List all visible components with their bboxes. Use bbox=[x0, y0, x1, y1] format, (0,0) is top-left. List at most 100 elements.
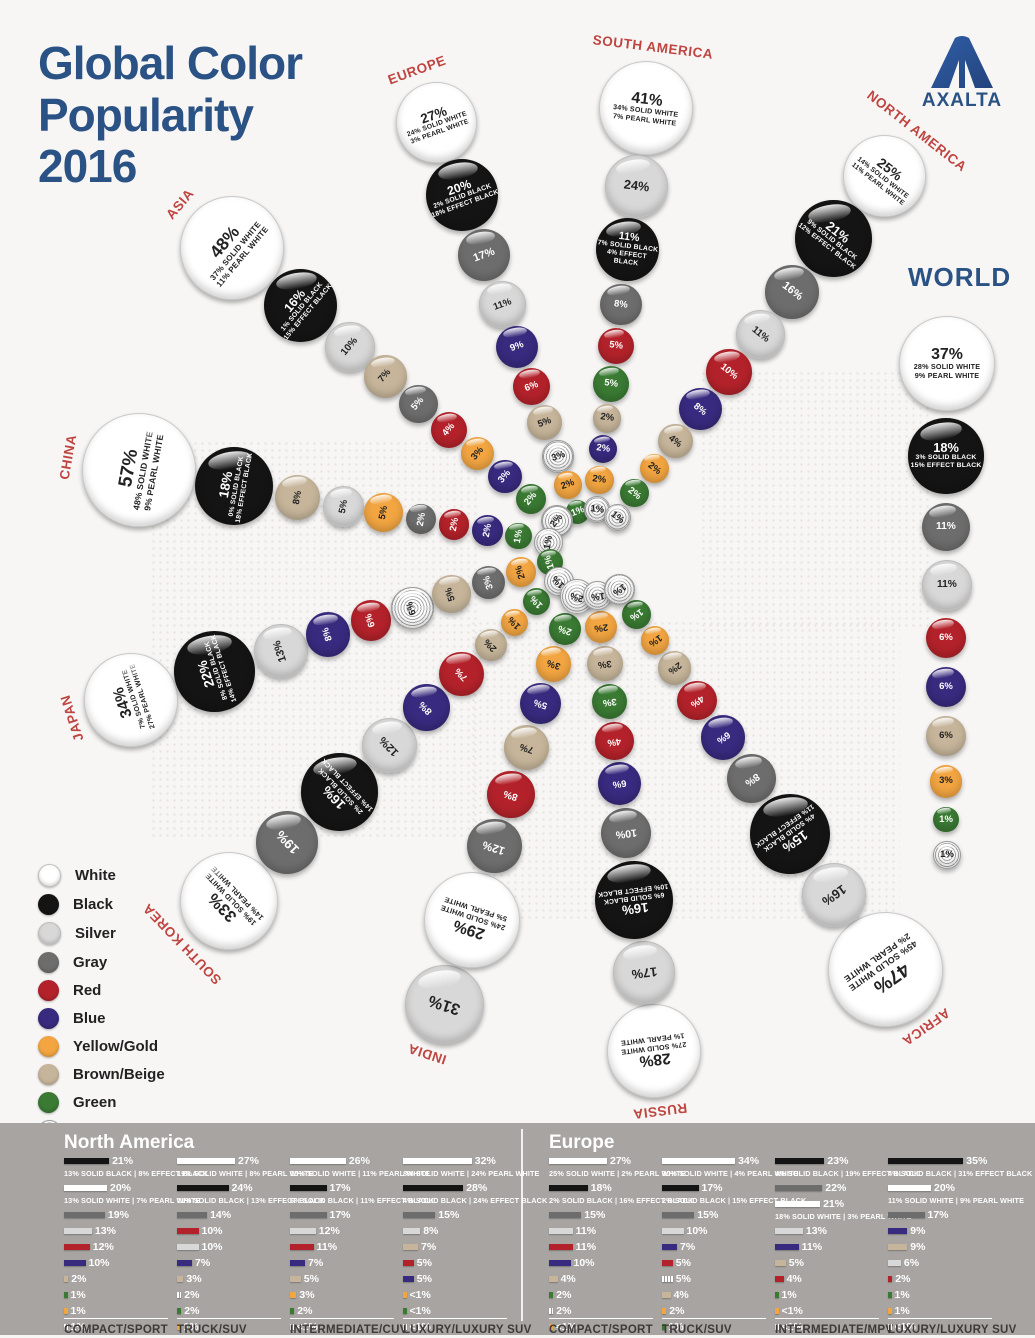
segment-column-north-america-compact-sport: 21% 13% SOLID BLACK | 8% EFFECT BLACK 20% 1… bbox=[64, 1156, 208, 1338]
bar-value: 2% bbox=[297, 1305, 313, 1317]
bubble-value: 1% bbox=[646, 631, 664, 649]
bubble-value: 6% bbox=[404, 600, 420, 617]
brown-bar bbox=[403, 1244, 418, 1251]
bar-value: 17% bbox=[329, 1182, 351, 1194]
segment-panel: North America 21% 13% SOLID BLACK | 8% EFF… bbox=[0, 1123, 1035, 1338]
legend-label: Green bbox=[73, 1094, 117, 1111]
bubble-japan-yellow: 2% bbox=[505, 556, 536, 587]
bar-value: <1% bbox=[555, 1321, 577, 1333]
bubble-russia-gray: 10% bbox=[600, 807, 652, 859]
silver-bar bbox=[177, 1244, 199, 1251]
yellow-swatch-icon bbox=[38, 1036, 59, 1057]
bubble-value: 2% bbox=[513, 563, 528, 581]
green-bar bbox=[775, 1292, 779, 1299]
bubble-value: 24% bbox=[623, 176, 651, 195]
bubble-north-america-brown: 4% bbox=[658, 423, 693, 459]
bubble-value: 1% bbox=[505, 614, 524, 632]
bubble-europe-black: 20% 2% SOLID BLACK 18% EFFECT BLACK bbox=[426, 158, 500, 231]
bubble-india-red: 8% bbox=[487, 770, 535, 819]
bubble-value: 5% bbox=[336, 498, 350, 514]
segment-bar-others: 5% bbox=[662, 1274, 770, 1285]
silver-bar bbox=[403, 1228, 421, 1235]
bubble-africa-others: 1% bbox=[604, 573, 635, 605]
bubble-value: 2% bbox=[645, 459, 664, 477]
others-bar bbox=[403, 1324, 407, 1331]
bar-value: 7% bbox=[195, 1257, 211, 1269]
brown-bar bbox=[888, 1244, 908, 1251]
bubble-value: 17% bbox=[630, 964, 658, 983]
bubble-value: 10% bbox=[614, 825, 638, 841]
segment-bar-gray: 15% bbox=[549, 1210, 657, 1221]
bubble-europe-yellow: 2% bbox=[554, 471, 582, 499]
segment-column-north-america-truck-suv: 27% 19% SOLID WHITE | 8% PEARL WHITE 24% 11… bbox=[177, 1156, 325, 1338]
segment-bar-red: 12% bbox=[64, 1242, 172, 1253]
bubble-value: 1% bbox=[610, 580, 629, 598]
bubble-value: 8% bbox=[290, 489, 305, 505]
green-bar bbox=[888, 1292, 892, 1299]
bubble-value: 5% bbox=[536, 414, 554, 430]
brown-bar bbox=[64, 1276, 69, 1283]
bar-value: 7% bbox=[421, 1241, 437, 1253]
bar-value: 1% bbox=[70, 1321, 86, 1333]
bar-value: 34% bbox=[738, 1155, 760, 1167]
segment-bar-black: 24% bbox=[177, 1183, 285, 1194]
bubble-value: 8% bbox=[502, 787, 520, 803]
bubble-china-white: 57% 48% SOLID WHITE 9% PEARL WHITE bbox=[82, 413, 196, 528]
bubble-value: 11% bbox=[749, 323, 772, 345]
bar-value: <1% bbox=[894, 1321, 916, 1333]
green-swatch-icon bbox=[38, 1092, 59, 1113]
bar-value: 7% bbox=[680, 1241, 696, 1253]
segment-column-europe-intermediate-mpv: 23% 4% SOLID BLACK | 19% EFFECT BLACK 22% 2… bbox=[775, 1156, 919, 1338]
bar-value: 10% bbox=[686, 1225, 708, 1237]
segment-bar-gray: 22% bbox=[775, 1183, 883, 1194]
yellow-bar bbox=[290, 1292, 297, 1299]
brown-bar bbox=[290, 1276, 301, 1283]
bubble-value: 6% bbox=[523, 378, 540, 394]
bubble-india-silver: 31% bbox=[404, 965, 484, 1045]
segment-bar-black: 23% bbox=[775, 1156, 883, 1167]
bubble-world-yellow: 3% bbox=[929, 764, 963, 798]
segment-bar-white: 21% bbox=[775, 1199, 883, 1210]
bar-value: 5% bbox=[788, 1257, 804, 1269]
yellow-bar bbox=[64, 1308, 68, 1315]
bubble-value: 5% bbox=[409, 395, 427, 413]
bubble-value: 19% bbox=[272, 827, 302, 858]
bar-value: <1% bbox=[409, 1321, 431, 1333]
bar-value: 1% bbox=[894, 1289, 910, 1301]
legend-item-red: Red bbox=[38, 980, 165, 1001]
gray-bar bbox=[64, 1212, 105, 1219]
bubble-value: 16% bbox=[779, 279, 806, 303]
segment-bar-blue: 7% bbox=[290, 1258, 398, 1269]
bubble-value: 3% bbox=[939, 775, 953, 787]
segment-bar-gray: 17% bbox=[290, 1210, 398, 1221]
bubble-north-america-black: 21% 9% SOLID BLACK 12% EFFECT BLACK bbox=[795, 200, 872, 277]
others-bar bbox=[177, 1292, 182, 1299]
bubble-value: 2% bbox=[482, 636, 500, 655]
legend-label: Silver bbox=[75, 925, 116, 942]
black-bar bbox=[775, 1158, 825, 1165]
green-bar bbox=[177, 1308, 182, 1315]
bar-value: <1% bbox=[409, 1305, 431, 1317]
bubble-russia-green: 3% bbox=[592, 683, 628, 719]
red-bar bbox=[888, 1276, 893, 1283]
segment-bar-gray: 17% bbox=[888, 1210, 996, 1221]
bubble-value: 31% bbox=[426, 991, 463, 1019]
segment-column-north-america-luxury-luxury-suv: 32% 8% SOLID WHITE | 24% PEARL WHITE 28% 4%… bbox=[403, 1156, 547, 1338]
bubble-africa-red: 4% bbox=[677, 680, 717, 721]
segment-bar-brown: 2% bbox=[64, 1274, 172, 1285]
segment-bar-blue: 7% bbox=[662, 1242, 770, 1253]
green-bar bbox=[549, 1292, 554, 1299]
bubble-value: 17% bbox=[471, 245, 497, 265]
bubble-india-green: 2% bbox=[548, 612, 582, 646]
axalta-mark-icon bbox=[931, 36, 993, 88]
bubble-asia-red: 4% bbox=[430, 411, 467, 448]
blue-bar bbox=[549, 1260, 571, 1267]
bubble-value: 2% bbox=[559, 477, 577, 493]
segment-bar-black: 17% bbox=[662, 1183, 770, 1194]
bubble-europe-red: 6% bbox=[513, 367, 551, 405]
bar-value: 15% bbox=[584, 1209, 606, 1221]
bubble-value: 2% bbox=[592, 473, 608, 486]
segment-bar-green: 2% bbox=[549, 1290, 657, 1301]
bubble-north-america-yellow: 2% bbox=[639, 453, 669, 483]
red-bar bbox=[549, 1244, 573, 1251]
